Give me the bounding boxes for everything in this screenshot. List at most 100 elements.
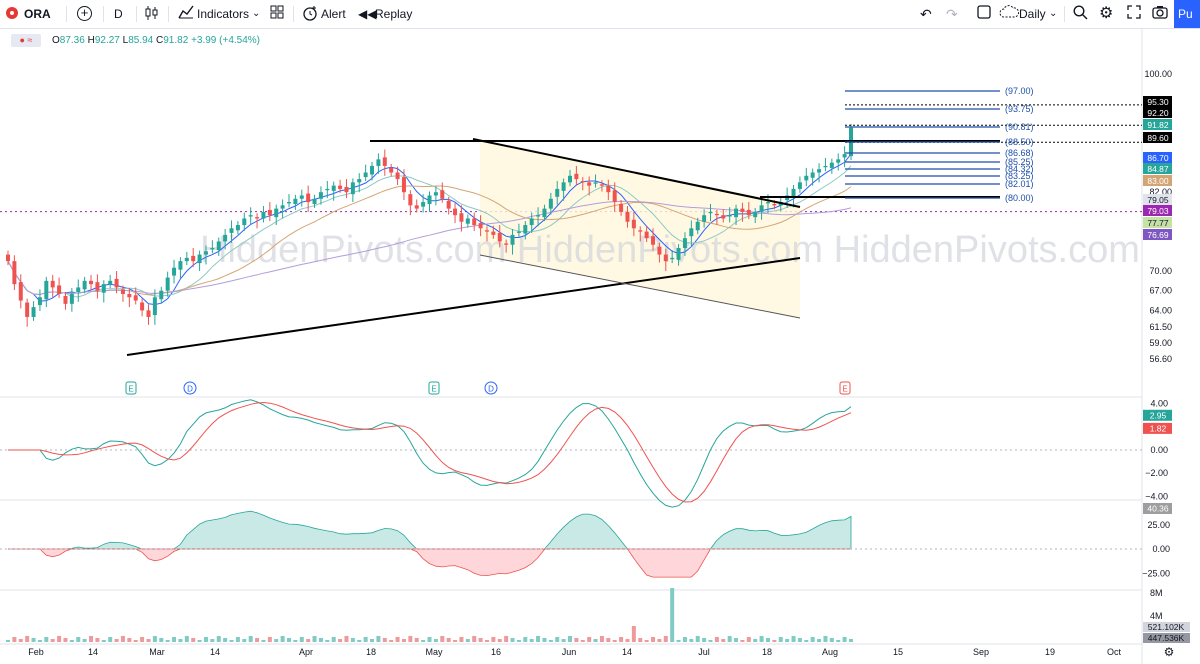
redo-icon[interactable]: ↷ [946,6,958,22]
fib-level-label: (82.01) [1005,179,1034,189]
camera-snapshot-icon[interactable] [1152,5,1168,23]
toolbar-divider [103,6,104,22]
candle-body [491,231,496,235]
candle-body [357,179,362,183]
time-tick-label: 15 [893,647,903,657]
time-tick-label: 14 [210,647,220,657]
fullscreen-layout-icon[interactable] [977,5,991,23]
volume-bar [140,637,145,642]
volume-bar [599,636,604,642]
volume-bar [542,638,547,642]
volume-bar [817,639,822,642]
price-label-box [1143,217,1172,228]
candle-body [172,267,177,276]
layout-grid-icon[interactable] [270,5,284,23]
volume-bar [267,637,272,642]
volume-bar [625,639,630,642]
candle-body [184,257,189,262]
candle-body [670,257,675,260]
undo-icon[interactable]: ↶ [920,6,932,22]
gear-icon[interactable]: ⚙ [1099,5,1114,22]
volume-bar [229,640,234,642]
chart-canvas[interactable]: HiddenPivots.com HiddenPivots.com Hidden… [0,28,1200,664]
volume-bar [561,639,566,642]
volume-bar [280,636,285,642]
candle-body [599,184,604,186]
symbol-search[interactable]: ORA [24,7,51,21]
candle-body [140,302,145,311]
candle-body [287,202,291,204]
volume-bar [778,637,783,642]
settings-gear-icon: ⚙ [1164,645,1175,659]
collapse-legend-icon[interactable]: ● ≈ [11,34,41,47]
oscillator-negative-area [8,548,851,578]
earnings-marker [428,381,440,395]
candle-body [37,297,42,306]
time-axis[interactable]: Feb 14 Mar 14 Apr 18 May 16 Jun 14 Jul 18 Aug 15 Sep 19… [28,645,1174,659]
search-icon[interactable] [1073,5,1088,23]
timeframe-label[interactable]: Daily [1019,7,1046,21]
cloud-save-icon[interactable] [999,5,1020,23]
candle-body [152,297,157,315]
volume-bar [721,639,726,642]
time-tick-label: 16 [491,647,501,657]
interval-button[interactable]: D [114,7,123,21]
macd-label-text: 2.95 [1150,410,1167,420]
candle-body [312,198,317,205]
candle-body [465,218,470,224]
high-value: 92.27 [94,35,120,46]
alert-button[interactable]: Alert [321,7,346,21]
event-marker-label: D [488,385,494,394]
volume-label-box [1143,633,1190,643]
chevron-down-icon[interactable]: ⌄ [1049,8,1058,19]
candle-body [299,195,304,199]
oscillator-label-box [1143,503,1172,514]
chart-type-icon[interactable] [145,5,159,23]
volume-bar [638,638,643,642]
volume-bar [82,639,87,642]
time-tick-label: 18 [366,647,376,657]
indicators-button[interactable]: Indicators [197,7,250,21]
toolbar-divider [168,6,169,22]
indicators-icon[interactable] [178,5,194,23]
candle-body [6,254,10,262]
alert-clock-icon[interactable] [302,5,318,23]
replay-icon[interactable]: ◀◀ [358,7,377,21]
candle-body [261,211,266,219]
candle-body [89,280,94,285]
candle-body [108,280,113,285]
candle-body [676,248,681,260]
chevron-down-icon[interactable]: ⌄ [252,8,261,19]
candle-body [414,205,419,209]
candle-body [95,282,100,291]
price-axis[interactable]: 108.00100.0082.0070.0067.0064.0061.5059.… [1142,28,1190,643]
volume-bar [810,637,815,642]
volume-bar [50,639,55,642]
volume-bar [242,639,247,642]
fib-level-label: (85.25) [1005,157,1034,167]
candle-body [631,219,636,229]
candle-body [536,215,541,217]
volume-bar [69,640,74,642]
candle-body [574,173,579,180]
candle-body [248,215,253,217]
candle-body [50,280,55,288]
compare-add-icon[interactable]: + [77,6,92,21]
volume-bar [408,636,413,642]
time-tick-label: Jul [698,647,710,657]
replay-button[interactable]: Replay [375,7,413,21]
candle-body [734,208,739,218]
ohlc-legend: O87.36 H92.27 L85.94 C91.82 +3.99 (+4.54… [52,35,260,46]
fib-level-label: (90.81) [1005,122,1034,132]
candle-body [593,182,598,184]
publish-button[interactable]: Pu [1174,0,1200,28]
volume-bar [842,637,847,642]
volume-bar [849,639,853,642]
price-tick-label: 59.00 [1149,338,1172,348]
volume-bar [804,640,809,642]
candle-body [842,154,847,158]
candle-body [529,218,534,226]
volume-bar [689,639,694,642]
candle-body [408,194,413,206]
fullscreen-icon[interactable] [1127,5,1141,23]
